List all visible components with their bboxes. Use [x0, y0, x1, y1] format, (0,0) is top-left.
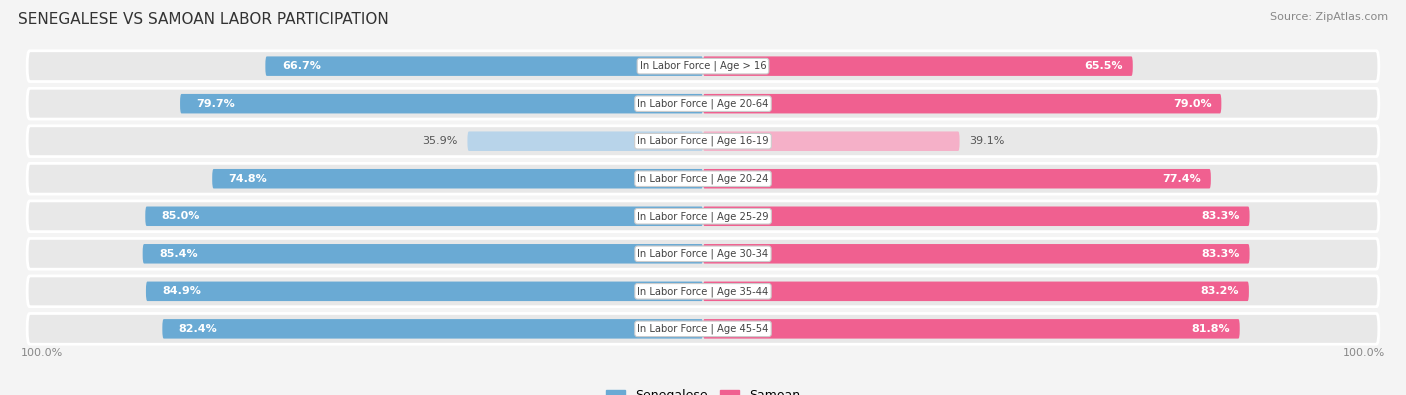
FancyBboxPatch shape [703, 132, 959, 151]
Text: 79.0%: 79.0% [1173, 99, 1212, 109]
Text: 66.7%: 66.7% [281, 61, 321, 71]
FancyBboxPatch shape [467, 132, 703, 151]
FancyBboxPatch shape [145, 207, 703, 226]
Text: In Labor Force | Age 35-44: In Labor Force | Age 35-44 [637, 286, 769, 297]
FancyBboxPatch shape [146, 282, 703, 301]
Text: 65.5%: 65.5% [1084, 61, 1123, 71]
Text: 81.8%: 81.8% [1191, 324, 1230, 334]
Text: SENEGALESE VS SAMOAN LABOR PARTICIPATION: SENEGALESE VS SAMOAN LABOR PARTICIPATION [18, 12, 389, 27]
Text: 100.0%: 100.0% [21, 348, 63, 357]
Text: 79.7%: 79.7% [197, 99, 235, 109]
Text: 35.9%: 35.9% [422, 136, 457, 146]
FancyBboxPatch shape [27, 201, 1379, 231]
FancyBboxPatch shape [703, 56, 1133, 76]
Text: Source: ZipAtlas.com: Source: ZipAtlas.com [1270, 12, 1388, 22]
Legend: Senegalese, Samoan: Senegalese, Samoan [602, 384, 804, 395]
FancyBboxPatch shape [27, 164, 1379, 194]
Text: 39.1%: 39.1% [969, 136, 1005, 146]
Text: 85.4%: 85.4% [159, 249, 198, 259]
Text: In Labor Force | Age 45-54: In Labor Force | Age 45-54 [637, 324, 769, 334]
Text: 74.8%: 74.8% [229, 174, 267, 184]
FancyBboxPatch shape [27, 88, 1379, 119]
FancyBboxPatch shape [703, 319, 1240, 339]
FancyBboxPatch shape [703, 169, 1211, 188]
Text: 77.4%: 77.4% [1163, 174, 1201, 184]
FancyBboxPatch shape [266, 56, 703, 76]
Text: In Labor Force | Age 20-24: In Labor Force | Age 20-24 [637, 173, 769, 184]
FancyBboxPatch shape [703, 282, 1249, 301]
Text: In Labor Force | Age 30-34: In Labor Force | Age 30-34 [637, 248, 769, 259]
Text: 83.2%: 83.2% [1201, 286, 1239, 296]
FancyBboxPatch shape [27, 314, 1379, 344]
FancyBboxPatch shape [142, 244, 703, 263]
FancyBboxPatch shape [180, 94, 703, 113]
Text: 82.4%: 82.4% [179, 324, 218, 334]
FancyBboxPatch shape [703, 244, 1250, 263]
FancyBboxPatch shape [27, 239, 1379, 269]
FancyBboxPatch shape [162, 319, 703, 339]
FancyBboxPatch shape [703, 207, 1250, 226]
Text: 100.0%: 100.0% [1343, 348, 1385, 357]
Text: In Labor Force | Age 20-64: In Labor Force | Age 20-64 [637, 98, 769, 109]
Text: 83.3%: 83.3% [1201, 249, 1240, 259]
FancyBboxPatch shape [27, 51, 1379, 81]
Text: 85.0%: 85.0% [162, 211, 200, 221]
Text: In Labor Force | Age 25-29: In Labor Force | Age 25-29 [637, 211, 769, 222]
FancyBboxPatch shape [703, 94, 1222, 113]
Text: In Labor Force | Age 16-19: In Labor Force | Age 16-19 [637, 136, 769, 147]
Text: 83.3%: 83.3% [1201, 211, 1240, 221]
FancyBboxPatch shape [212, 169, 703, 188]
FancyBboxPatch shape [27, 276, 1379, 307]
FancyBboxPatch shape [27, 126, 1379, 156]
Text: In Labor Force | Age > 16: In Labor Force | Age > 16 [640, 61, 766, 71]
Text: 84.9%: 84.9% [162, 286, 201, 296]
